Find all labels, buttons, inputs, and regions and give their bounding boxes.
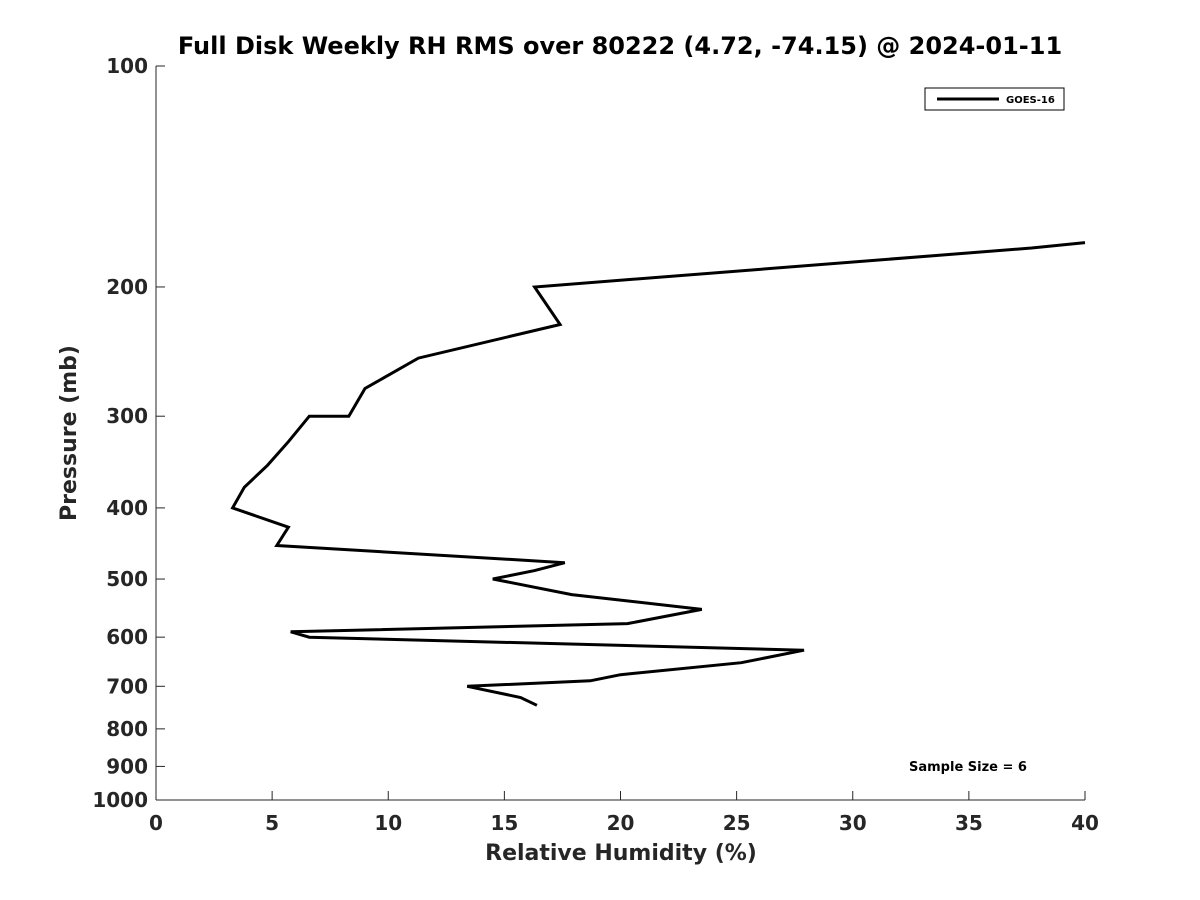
y-tick-label: 100 (106, 54, 148, 78)
x-tick-label: 30 (839, 811, 867, 835)
series-group (230, 241, 1086, 707)
x-axis-label: Relative Humidity (%) (485, 841, 757, 866)
x-tick-label: 40 (1071, 811, 1099, 835)
legend: GOES-16 (924, 87, 1065, 111)
y-tick-label: 200 (106, 275, 148, 299)
x-tick-label: 0 (149, 811, 163, 835)
y-tick-label: 500 (106, 567, 148, 591)
y-tick-label: 400 (106, 496, 148, 520)
y-axis-label: Pressure (mb) (57, 345, 82, 521)
x-tick-label: 25 (723, 811, 751, 835)
axes: 0 5 10 15 20 25 30 35 40 100 200 300 400 500 600 700 800… (92, 54, 1099, 835)
y-tick-label: 600 (106, 625, 148, 649)
sample-size-annotation: Sample Size = 6 (909, 760, 1027, 775)
legend-label: GOES-16 (1006, 95, 1055, 106)
y-tick-label: 1000 (92, 788, 148, 812)
x-tick-label: 5 (265, 811, 279, 835)
chart-title: Full Disk Weekly RH RMS over 80222 (4.72… (178, 32, 1062, 60)
x-tick-label: 15 (490, 811, 518, 835)
x-tick-label: 10 (374, 811, 402, 835)
y-tick-label: 900 (106, 754, 148, 778)
series-line (230, 241, 1086, 707)
y-tick-label: 700 (106, 674, 148, 698)
y-tick-label: 800 (106, 717, 148, 741)
y-tick-label: 300 (106, 404, 148, 428)
x-tick-label: 35 (955, 811, 983, 835)
x-tick-label: 20 (607, 811, 635, 835)
